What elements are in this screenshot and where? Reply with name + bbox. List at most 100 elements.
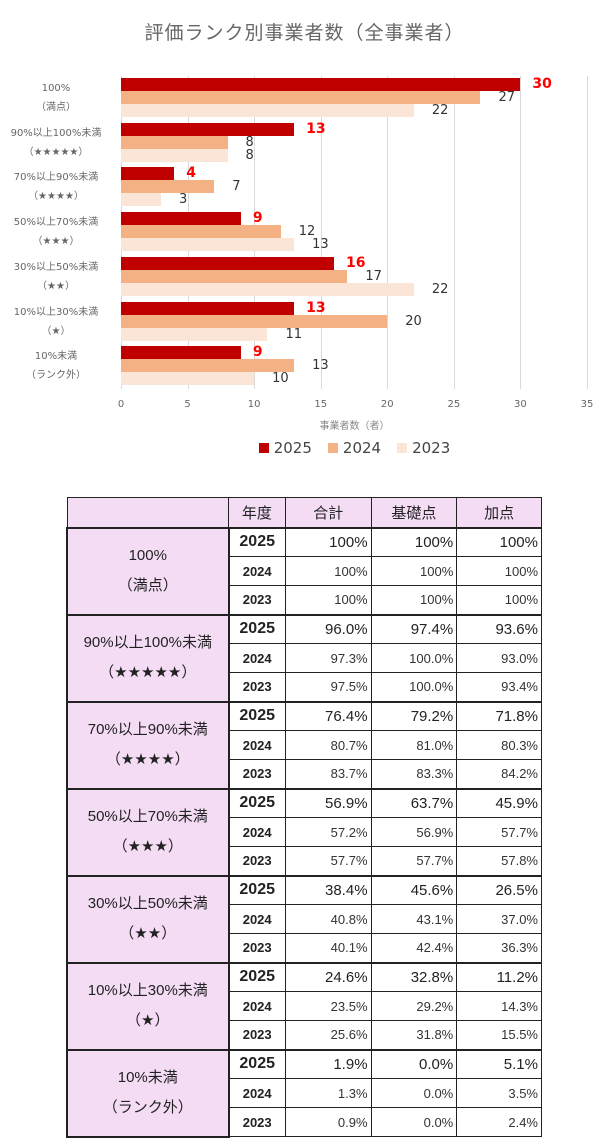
total-cell: 100% bbox=[284, 556, 372, 586]
table-row: 30%以上50%未満 （★★） 2025 38.4% 45.6% 26.5% bbox=[66, 874, 542, 964]
table-row: 2024 1.3% 0.0% 3.5% bbox=[67, 1078, 542, 1108]
base-cell: 100% bbox=[370, 556, 458, 586]
rank-label-cell: 50%以上70%未満 （★★★） bbox=[66, 787, 230, 877]
bonus-cell: 14.3% bbox=[456, 991, 542, 1021]
legend-item-2024: 2024 bbox=[327, 439, 382, 457]
legend-label: 2024 bbox=[342, 439, 382, 457]
year-cell: 2024 bbox=[228, 730, 286, 760]
table-row: 10%以上30%未満 （★） 2025 24.6% 32.8% 11.2% bbox=[66, 961, 542, 1051]
bar-2023 bbox=[121, 148, 228, 162]
rank-range: 90%以上100%未満 bbox=[83, 634, 212, 651]
rank-label-cell: 10%未満 （ランク外） bbox=[66, 1048, 230, 1138]
base-cell: 100.0% bbox=[370, 672, 458, 702]
bonus-cell: 100% bbox=[456, 526, 542, 557]
bonus-cell: 37.0% bbox=[456, 904, 542, 934]
year-cell: 2023 bbox=[228, 672, 286, 702]
rank-label-cell: 70%以上90%未満 （★★★★） bbox=[66, 700, 230, 790]
rank-range: 50%以上70%未満 bbox=[87, 808, 208, 825]
table-row: 2023 0.9% 0.0% 2.4% bbox=[67, 1107, 542, 1137]
bar-2024 bbox=[121, 225, 281, 239]
data-label-2025: 9 bbox=[252, 210, 263, 227]
rank-range: 30%以上50%未満 bbox=[87, 895, 208, 912]
base-cell: 79.2% bbox=[370, 700, 458, 731]
total-cell: 38.4% bbox=[284, 874, 372, 905]
base-cell: 29.2% bbox=[370, 991, 458, 1021]
bar-2025 bbox=[121, 122, 295, 136]
total-cell: 80.7% bbox=[284, 730, 372, 760]
category-label: 10%未満 （ランク外） bbox=[26, 351, 86, 382]
bonus-cell: 57.8% bbox=[456, 846, 542, 876]
data-label-2023: 11 bbox=[285, 326, 302, 342]
x-tick-label: 35 bbox=[580, 399, 594, 410]
year-cell: 2023 bbox=[228, 933, 286, 963]
x-tick-label: 5 bbox=[184, 399, 191, 410]
bar-2023 bbox=[121, 193, 161, 207]
total-cell: 96.0% bbox=[284, 613, 372, 644]
legend-label: 2023 bbox=[412, 439, 451, 457]
bonus-cell: 45.9% bbox=[456, 787, 542, 818]
bonus-cell: 84.2% bbox=[456, 759, 542, 789]
base-cell: 100% bbox=[370, 585, 458, 615]
rank-stars: （★★★） bbox=[112, 838, 183, 855]
base-cell: 42.4% bbox=[370, 933, 458, 963]
base-cell: 57.7% bbox=[370, 846, 458, 876]
rank-score-table: 年度 合計 基礎点 加点 100% （満点） 2025 100% 100% 100% 202… bbox=[66, 497, 542, 1138]
x-tick-label: 25 bbox=[447, 399, 461, 410]
gridline bbox=[387, 76, 389, 389]
bar-2025 bbox=[121, 346, 241, 360]
category-label: 30%以上50%未満 （★★） bbox=[13, 261, 99, 292]
data-label-2025: 13 bbox=[306, 299, 326, 316]
bar-2024 bbox=[121, 269, 348, 283]
data-label-2023: 10 bbox=[272, 371, 289, 387]
total-cell: 1.9% bbox=[284, 1048, 372, 1079]
base-cell: 0.0% bbox=[370, 1107, 458, 1137]
gridline bbox=[453, 76, 455, 389]
year-cell: 2025 bbox=[228, 1048, 286, 1079]
total-cell: 0.9% bbox=[284, 1107, 372, 1137]
year-cell: 2024 bbox=[228, 904, 286, 934]
rank-range: 100% bbox=[128, 547, 167, 564]
rank-range: 70%以上90%未満 bbox=[87, 721, 208, 738]
table-row: 2023 83.7% 83.3% 84.2% bbox=[67, 759, 542, 789]
header-rank bbox=[66, 497, 230, 528]
year-cell: 2024 bbox=[228, 991, 286, 1021]
category-label: 90%以上100%未満 （★★★★★） bbox=[10, 127, 102, 158]
rank-stars: （★★★★★） bbox=[99, 664, 197, 681]
data-label-2023: 8 bbox=[245, 147, 254, 163]
rank-stars: （★★★★） bbox=[105, 751, 190, 768]
base-cell: 0.0% bbox=[370, 1078, 458, 1108]
x-tick-label: 10 bbox=[247, 399, 261, 410]
total-cell: 97.5% bbox=[284, 672, 372, 702]
chart-title: 評価ランク別事業者数（全事業者） bbox=[144, 22, 465, 44]
data-label-2024: 13 bbox=[312, 358, 329, 374]
table-row: 2024 57.2% 56.9% 57.7% bbox=[67, 817, 542, 847]
rank-label-cell: 30%以上50%未満 （★★） bbox=[66, 874, 230, 964]
base-cell: 63.7% bbox=[370, 787, 458, 818]
data-label-2025: 16 bbox=[346, 254, 366, 271]
total-cell: 24.6% bbox=[284, 961, 372, 992]
base-cell: 83.3% bbox=[370, 759, 458, 789]
bar-2024 bbox=[121, 359, 295, 373]
base-cell: 43.1% bbox=[370, 904, 458, 934]
table-row: 90%以上100%未満 （★★★★★） 2025 96.0% 97.4% 93.6% bbox=[66, 613, 542, 703]
rank-range: 10%未満 bbox=[117, 1069, 178, 1086]
data-label-2025: 30 bbox=[532, 76, 552, 92]
rank-label-cell: 90%以上100%未満 （★★★★★） bbox=[66, 613, 230, 703]
bar-2023 bbox=[121, 104, 414, 117]
table-row: 2023 40.1% 42.4% 36.3% bbox=[67, 933, 542, 963]
bar-2024 bbox=[121, 91, 481, 104]
bonus-cell: 57.7% bbox=[456, 817, 542, 847]
year-cell: 2025 bbox=[228, 526, 286, 557]
year-cell: 2024 bbox=[228, 556, 286, 586]
total-cell: 57.7% bbox=[284, 846, 372, 876]
bonus-cell: 71.8% bbox=[456, 700, 542, 731]
base-cell: 97.4% bbox=[370, 613, 458, 644]
total-cell: 100% bbox=[284, 585, 372, 615]
table-row: 70%以上90%未満 （★★★★） 2025 76.4% 79.2% 71.8% bbox=[66, 700, 542, 790]
base-cell: 81.0% bbox=[370, 730, 458, 760]
plot-area: 30 27 22 13 8 8 4 7 3 9 12 13 16 17 22 13 20 11 9 13 10 bbox=[121, 76, 588, 389]
header-base: 基礎点 bbox=[370, 497, 458, 528]
bar-2025 bbox=[121, 256, 335, 270]
base-cell: 31.8% bbox=[370, 1020, 458, 1050]
bonus-cell: 5.1% bbox=[456, 1048, 542, 1079]
